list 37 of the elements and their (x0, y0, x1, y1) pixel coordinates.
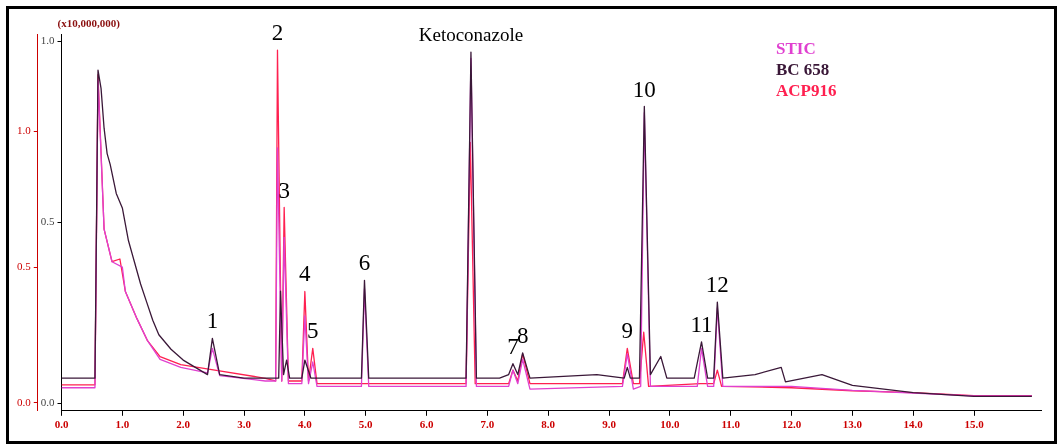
y2-tick-label: 0.0 (17, 395, 32, 408)
annotation: 7 (507, 333, 519, 359)
x-tick-label: 7.0 (480, 418, 495, 431)
y-tick-label: 1.0 (40, 34, 55, 47)
annotation: 5 (307, 318, 319, 344)
x-tick-label: 9.0 (602, 418, 617, 431)
x-tick-label: 12.0 (781, 418, 802, 431)
annotation: 4 (299, 261, 312, 287)
x-tick-label: 11.0 (721, 418, 741, 431)
annotation: 2 (271, 20, 284, 46)
x-tick-label: 10.0 (660, 418, 681, 431)
x-tick-label: 2.0 (176, 418, 191, 431)
x-tick-label: 13.0 (842, 418, 863, 431)
x-tick-label: 1.0 (115, 418, 130, 431)
y2-tick-label: 1.0 (17, 124, 32, 137)
x-tick-label: 4.0 (297, 418, 313, 431)
annotation: 1 (206, 308, 219, 334)
y-tick-label: 0.0 (40, 396, 55, 409)
annotation: 9 (621, 318, 634, 344)
y2-tick-label: 0.5 (17, 260, 32, 273)
x-tick-label: 6.0 (419, 418, 434, 431)
x-tick-label: 14.0 (903, 418, 924, 431)
annotation: 11 (690, 312, 713, 338)
x-tick-label: 0.0 (54, 418, 69, 431)
text: BC 658 (776, 60, 830, 80)
y-axis-title: (x10,000,000) (57, 17, 121, 31)
x-tick-label: 15.0 (964, 418, 985, 431)
annotation: Ketoconazole (418, 24, 524, 46)
annotation: 6 (358, 250, 371, 276)
x-tick-label: 8.0 (541, 418, 556, 431)
annotation: 12 (705, 272, 729, 298)
y-tick-label: 0.5 (40, 215, 55, 228)
text: ACP916 (776, 81, 837, 101)
annotation: 10 (632, 76, 656, 102)
x-tick-label: 3.0 (237, 418, 252, 431)
text: STIC (776, 39, 816, 59)
x-tick-label: 5.0 (358, 418, 374, 431)
